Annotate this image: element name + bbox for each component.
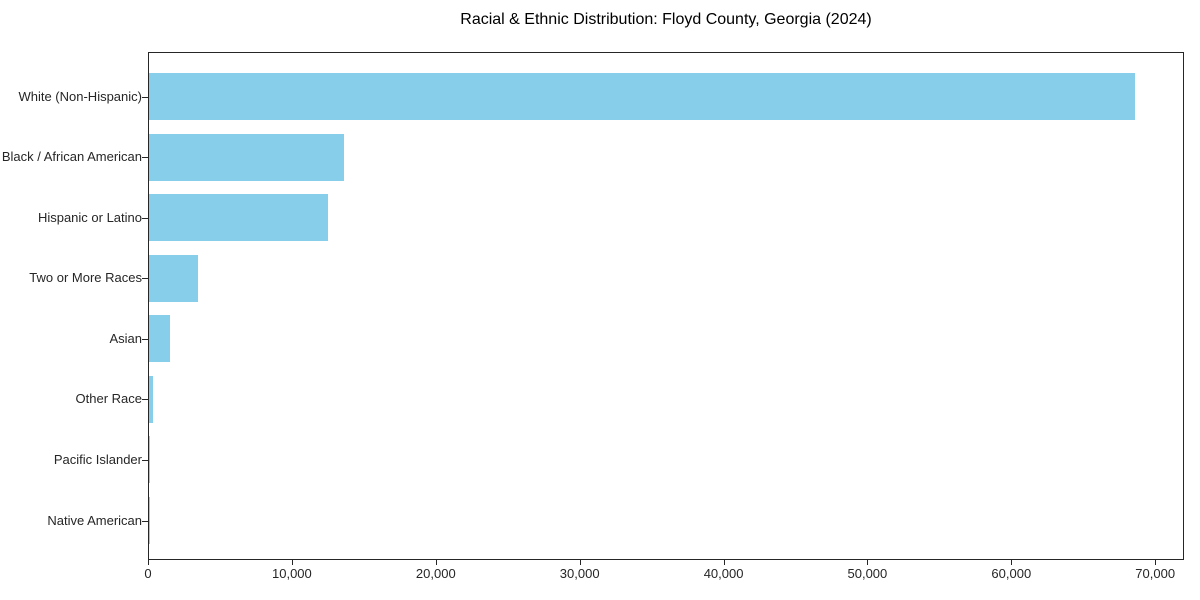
x-axis-tick-label: 0 xyxy=(144,566,152,581)
x-axis-tick-label: 10,000 xyxy=(272,566,312,581)
y-axis-tick-label: Black / African American xyxy=(1,149,142,165)
x-axis-tick-label: 60,000 xyxy=(991,566,1032,581)
x-axis-tick xyxy=(1155,560,1157,565)
y-axis-tick-label: White (Non-Hispanic) xyxy=(18,88,142,104)
y-axis-tick xyxy=(142,96,148,98)
bar xyxy=(149,133,344,181)
y-axis-tick-label: Native American xyxy=(47,512,142,528)
y-axis-tick-label: Pacific Islander xyxy=(53,451,142,467)
bar xyxy=(149,254,199,302)
y-axis-tick xyxy=(142,459,148,461)
x-axis-tick xyxy=(1011,560,1013,565)
y-axis-tick-label: Asian xyxy=(109,330,142,346)
x-axis-tick-label: 40,000 xyxy=(703,566,744,581)
y-axis-tick xyxy=(142,399,148,401)
y-axis-tick xyxy=(142,217,148,219)
y-axis-tick-label: Hispanic or Latino xyxy=(37,209,142,225)
x-axis-tick xyxy=(867,560,869,565)
bar xyxy=(149,375,154,423)
chart-title: Racial & Ethnic Distribution: Floyd Coun… xyxy=(460,11,872,28)
bar xyxy=(149,497,150,544)
x-axis-tick-label: 30,000 xyxy=(559,566,600,581)
x-axis-tick xyxy=(723,560,725,565)
x-axis-tick xyxy=(291,560,293,565)
plot-area xyxy=(148,52,1184,560)
y-axis-tick xyxy=(142,338,148,340)
y-axis-tick-label: Other Race xyxy=(75,391,142,407)
x-axis-tick-label: 70,000 xyxy=(1135,566,1176,581)
y-axis-tick xyxy=(142,278,148,280)
x-axis-tick xyxy=(435,560,437,565)
y-axis-tick-label: Two or More Races xyxy=(29,270,142,286)
y-axis-tick xyxy=(142,157,148,159)
x-axis-tick xyxy=(148,560,149,565)
x-axis-tick xyxy=(579,560,581,565)
bar xyxy=(149,194,329,242)
y-axis-tick xyxy=(142,520,148,522)
bar xyxy=(149,73,1135,120)
bar xyxy=(149,436,151,484)
x-axis-tick-label: 20,000 xyxy=(415,566,456,581)
bar xyxy=(149,315,171,363)
x-axis-tick-label: 50,000 xyxy=(847,566,888,581)
